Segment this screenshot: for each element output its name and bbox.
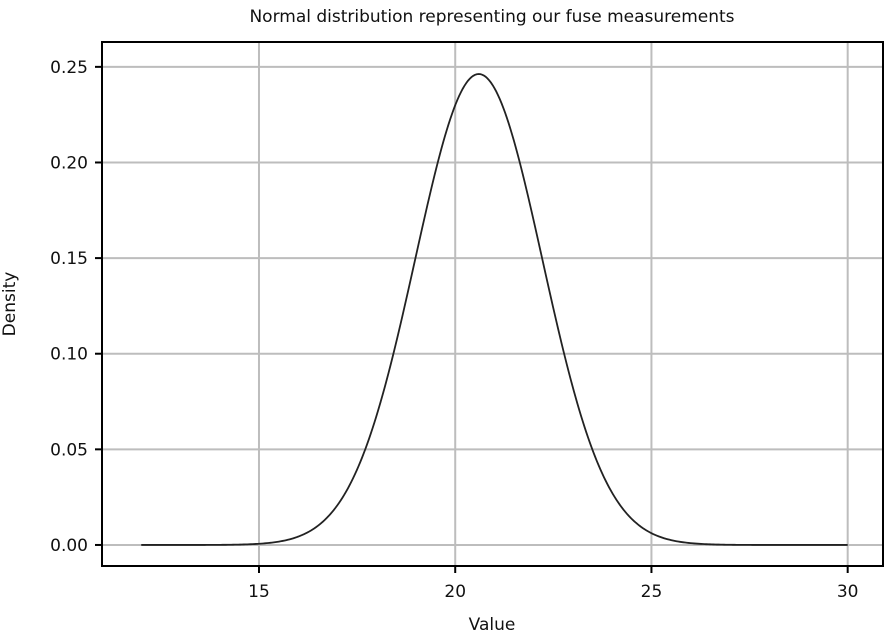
y-tick-label: 0.10: [50, 345, 88, 365]
y-axis-label: Density: [0, 272, 20, 337]
x-tick-label: 15: [248, 582, 270, 602]
y-tick-label: 0.00: [50, 536, 88, 556]
y-tick-label: 0.05: [50, 440, 88, 460]
x-tick-label: 30: [837, 582, 859, 602]
y-tick-label: 0.25: [50, 58, 88, 78]
plot-frame: [101, 41, 884, 567]
x-tick-label: 25: [641, 582, 663, 602]
x-tick-label: 20: [444, 582, 466, 602]
y-tick-label: 0.20: [50, 153, 88, 173]
y-tick-label: 0.15: [50, 249, 88, 269]
ticks: 15 20 25 30 0.00 0.05 0.10 0.15 0.20 0.25: [50, 58, 858, 602]
chart-title: Normal distribution representing our fus…: [249, 7, 734, 27]
grid: [102, 42, 883, 566]
density-curve: [141, 73, 848, 546]
x-axis-label: Value: [469, 615, 516, 635]
